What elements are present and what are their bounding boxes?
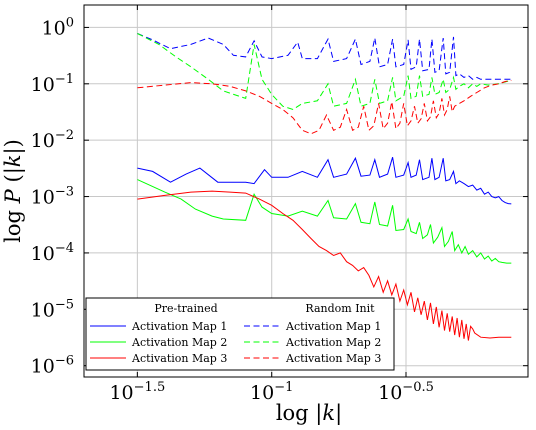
series-line-pretrained-2 <box>137 179 512 264</box>
legend-group-title: Pre-trained <box>154 302 217 315</box>
x-tick-label: 10−1 <box>250 380 293 404</box>
y-axis-label: log P (|k|) <box>1 139 26 243</box>
y-tick-label: 10−4 <box>31 241 74 265</box>
x-axis-label: log |k| <box>276 401 342 426</box>
series-line-random-init-1 <box>137 33 512 80</box>
legend-entry: Activation Map 1 <box>131 320 227 333</box>
x-tick-label: 10−0.5 <box>378 380 434 404</box>
legend-entry: Activation Map 3 <box>285 352 381 365</box>
y-tick-label: 10−3 <box>31 185 74 209</box>
legend-entry: Activation Map 1 <box>285 320 381 333</box>
legend-box <box>85 297 395 371</box>
legend-group-title: Random Init <box>305 302 375 315</box>
legend-entry: Activation Map 2 <box>131 336 227 349</box>
y-tick-label: 10−1 <box>31 72 74 96</box>
series-group <box>137 33 512 341</box>
x-tick-label: 10−1.5 <box>109 380 165 404</box>
y-tick-label: 10−2 <box>31 128 74 152</box>
y-tick-label: 100 <box>42 15 74 39</box>
y-tick-label: 10−5 <box>31 297 74 321</box>
series-line-pretrained-1 <box>137 156 512 205</box>
legend-entry: Activation Map 2 <box>285 336 381 349</box>
legend-entry: Activation Map 3 <box>131 352 227 365</box>
series-line-random-init-3 <box>137 79 512 135</box>
series-line-random-init-2 <box>137 33 512 111</box>
y-tick-label: 10−6 <box>31 354 74 378</box>
legend: Pre-trained Random Init Activation Map 1 Ac… <box>85 297 395 371</box>
plot-area <box>83 4 529 378</box>
series-line-pretrained-3 <box>137 190 512 341</box>
tick-group: 10−1.5 10−1 10−0.5 100 10−1 10−2 10−3 10−4 10−5 1… <box>31 5 528 404</box>
